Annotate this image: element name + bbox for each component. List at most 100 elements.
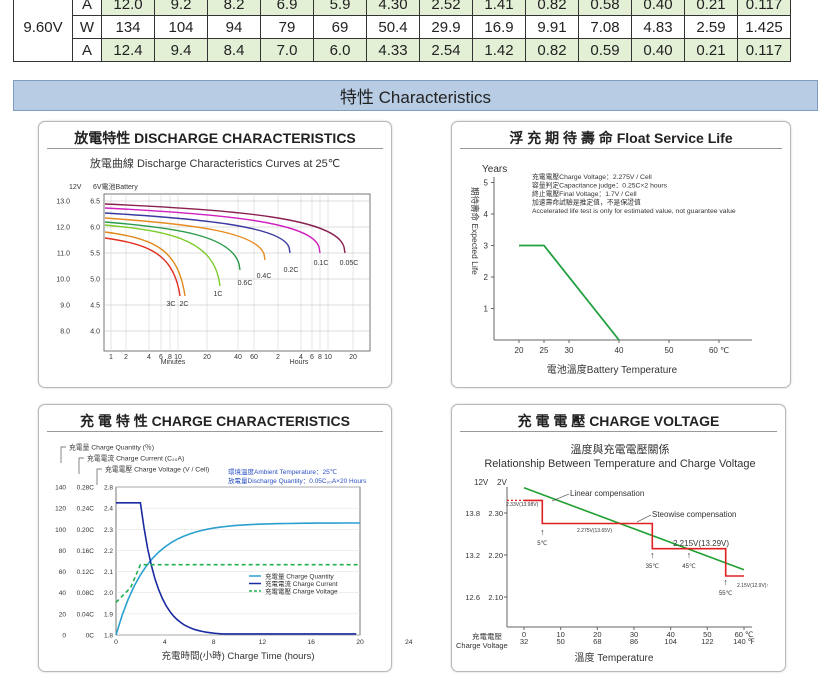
y-tick-12v: 11.0 (57, 251, 70, 258)
characteristics-banner: 特性 Characteristics (13, 80, 818, 111)
y-tick-6v: 4.5 (90, 303, 100, 310)
x-tick: 16 (307, 639, 315, 646)
x-tick: 20 (203, 354, 211, 361)
y-unit-2v: 2V (497, 478, 507, 487)
axis-legend-bracket (78, 457, 84, 474)
x-tick: 2 (124, 354, 128, 361)
spec-cell: 4.83 (631, 15, 685, 39)
discharge-curve (104, 203, 346, 254)
float-x-label: 電池溫度Battery Temperature (547, 363, 678, 376)
x-tick: 4 (163, 639, 167, 646)
y-tick-quantity: 0 (62, 633, 66, 640)
voltage-subtitle-en: Relationship Between Temperature and Cha… (484, 458, 755, 470)
spec-table: 9.60V A 12.0 9.2 8.2 6.9 5.9 4.30 2.52 1.41 0.82 0.… (13, 0, 791, 62)
y-tick-2v: 2.20 (488, 551, 503, 560)
spec-cell: 69 (313, 15, 367, 39)
y-tick-current: 0.24C (77, 506, 95, 513)
discharge-curve (104, 231, 186, 297)
x-tick-celsius: 20 (593, 630, 601, 639)
x-tick: 20 (349, 354, 357, 361)
x-tick-fahrenheit: 86 (630, 637, 638, 646)
voltage-y-label-cn: 充電電壓 (472, 631, 502, 641)
legend-label: 充電電流 Charge Current (265, 579, 338, 588)
discharge-title: 放電特性 DISCHARGE CHARACTERISTICS (74, 130, 356, 146)
y-tick-current: 0.28C (77, 485, 95, 492)
discharge-curve (104, 221, 241, 271)
charge-condition: 環境溫度Ambient Temperature：25℃ (228, 467, 337, 476)
y-tick-voltage: 2.4 (104, 506, 113, 513)
y-tick-6v: 5.5 (90, 251, 100, 258)
legend-label: 充電量 Charge Quantity (265, 571, 334, 580)
curve-label: 0.4C (257, 273, 272, 280)
spec-cell: 9.4 (154, 38, 208, 62)
charge-panel: 充 電 特 性 CHARGE CHARACTERISTICS 充電量 Charg… (38, 404, 413, 672)
temperature-marker: 55℃ (719, 590, 733, 597)
discharge-curve (104, 217, 266, 261)
y-tick-quantity: 100 (55, 527, 66, 534)
spec-cell: 2.59 (684, 15, 738, 39)
spec-cell: 0.40 (631, 0, 685, 16)
linear-annotation: Linear compensation (570, 489, 644, 498)
stepwise-annotation: Steowise compensation (652, 510, 737, 519)
spec-row: A 12.4 9.4 8.4 7.0 6.0 4.33 2.54 1.42 0.82 0.59 0.4… (14, 38, 791, 62)
charge-voltage-curve (115, 563, 360, 604)
x-tick: 12 (259, 639, 267, 646)
y-tick-current: 0.16C (77, 548, 95, 555)
voltage-x-label: 溫度 Temperature (575, 651, 654, 664)
spec-cell: 2.52 (419, 0, 473, 16)
x-tick: 8 (318, 354, 322, 361)
temperature-marker: 45℃ (682, 563, 696, 570)
y-tick-voltage: 1.8 (104, 633, 113, 640)
x-tick-fahrenheit: 68 (593, 637, 601, 646)
arrow-up-icon: ↑ (650, 550, 655, 560)
spec-cell: 0.59 (578, 38, 632, 62)
arrow-up-icon: ↑ (687, 550, 692, 560)
axis-legend-text: 充電電流 Charge Current (C₂₀A) (87, 454, 184, 463)
x-tick-fahrenheit: 140 ℉ (733, 637, 755, 646)
charge-condition: 放電量Discharge Quantity：0.05C₂₀A×20 Hours (228, 476, 367, 485)
voltage-chart: 溫度與充電電壓關係 Relationship Between Temperatu… (456, 442, 769, 664)
charge-quantity-curve (115, 522, 360, 636)
curve-label: 3C (167, 301, 176, 308)
x-tick: 50 (665, 346, 674, 355)
curve-label: 0.2C (284, 267, 299, 274)
x-label-minutes: Minutes (161, 359, 186, 366)
x-tick-celsius: 40 (666, 630, 674, 639)
axis-legend-text: 充電量 Charge Quantity (％) (69, 443, 154, 452)
float-note: 容量判定Capacitance judge：0.25C×2 hours (532, 181, 668, 190)
spec-cell: 0.40 (631, 38, 685, 62)
float-y-axis-label: 期待壽命 Expected Life (470, 187, 480, 275)
spec-cell: 0.21 (684, 0, 738, 16)
y-tick-quantity: 140 (55, 485, 66, 492)
y-tick-voltage: 2.2 (104, 548, 113, 555)
spec-cell: 134 (101, 15, 155, 39)
float-title: 浮 充 期 待 壽 命 Float Service Life (509, 130, 733, 146)
float-note: 充電電壓Charge Voltage：2.275V / Cell (532, 172, 652, 181)
discharge-curve (104, 224, 221, 287)
x-tick: 6 (310, 354, 314, 361)
voltage-title: 充 電 電 壓 CHARGE VOLTAGE (517, 413, 720, 429)
spec-cell: 0.82 (525, 38, 579, 62)
x-tick-celsius: 60 ℃ (735, 630, 754, 639)
float-life-panel: 浮 充 期 待 壽 命 Float Service Life Years 期待壽… (451, 121, 791, 388)
y-tick-voltage: 2.1 (104, 569, 113, 576)
linear-pointer (551, 493, 570, 502)
y-tick-12v: 9.0 (60, 303, 70, 310)
voltage-level: 2.15V(12.9V)↑ (737, 583, 769, 589)
arrow-up-icon: ↑ (723, 577, 728, 587)
y-tick-12v: 13.8 (465, 509, 480, 518)
x-tick: 30 (565, 346, 574, 355)
y-tick-12v: 13.0 (56, 199, 70, 206)
spec-cell: 0.117 (737, 38, 791, 62)
x-tick: 40 (615, 346, 624, 355)
discharge-curve (104, 237, 181, 297)
spec-cell: 12.0 (101, 0, 155, 16)
y-tick-voltage: 2.0 (104, 590, 113, 597)
y-tick-12v: 10.0 (56, 277, 70, 284)
spec-cell: 9.2 (154, 0, 208, 16)
x-tick: 10 (174, 354, 182, 361)
voltage-label: 9.60V (13, 0, 73, 62)
spec-cell: 94 (207, 15, 261, 39)
float-y-title: Years (482, 164, 507, 175)
curve-label: 0.1C (314, 260, 329, 267)
